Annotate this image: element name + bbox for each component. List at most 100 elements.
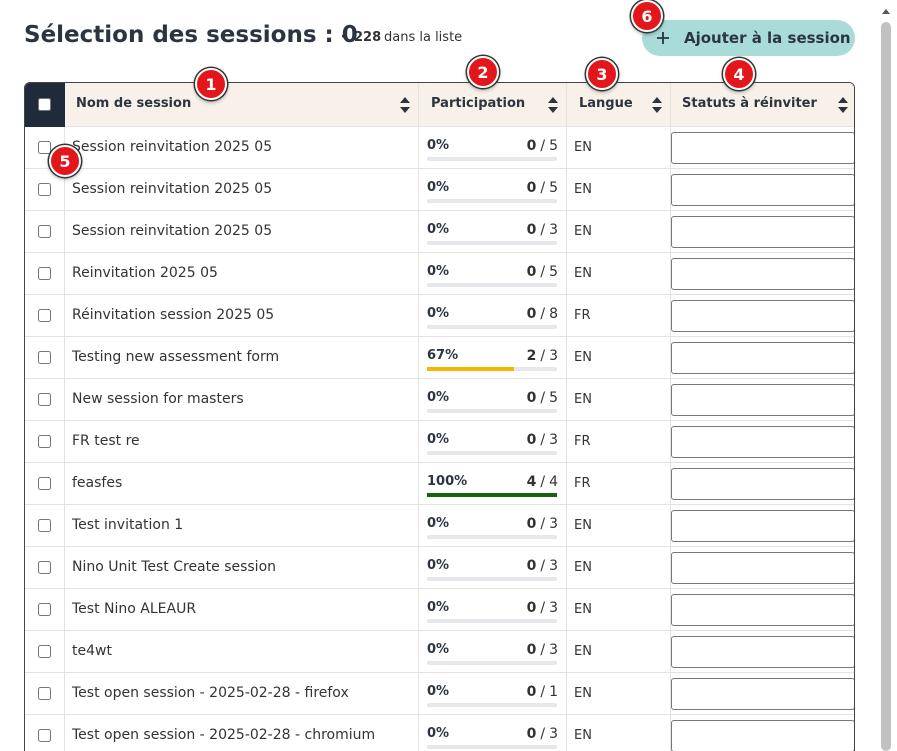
row-checkbox[interactable] bbox=[38, 519, 51, 532]
status-input[interactable] bbox=[671, 258, 854, 290]
sort-icon[interactable] bbox=[651, 95, 663, 115]
participation-cell: 0% 0/3 bbox=[419, 547, 567, 589]
row-checkbox[interactable] bbox=[38, 603, 51, 616]
column-header: Nom de session bbox=[65, 83, 419, 127]
participation-cell: 0% 0/5 bbox=[419, 169, 567, 211]
status-cell bbox=[671, 295, 854, 337]
percent: 0% bbox=[427, 726, 450, 741]
status-cell bbox=[671, 589, 854, 631]
row-checkbox[interactable] bbox=[38, 393, 51, 406]
progress-track bbox=[427, 661, 557, 665]
status-input[interactable] bbox=[671, 468, 854, 500]
name-cell: Test Nino ALEAUR bbox=[65, 589, 419, 631]
name-cell: feasfes bbox=[65, 463, 419, 505]
sort-icon[interactable] bbox=[547, 95, 559, 115]
done: 0 bbox=[526, 264, 537, 280]
language: EN bbox=[574, 350, 592, 365]
row-checkbox[interactable] bbox=[38, 141, 51, 154]
done: 0 bbox=[526, 642, 537, 658]
status-input[interactable] bbox=[671, 552, 854, 584]
name-cell: Test open session - 2025-02-28 - firefox bbox=[65, 673, 419, 715]
sort-icon[interactable] bbox=[399, 95, 411, 115]
separator: / bbox=[540, 432, 546, 448]
participation-cell: 0% 0/3 bbox=[419, 589, 567, 631]
percent: 0% bbox=[427, 180, 450, 195]
name-cell: Session reinvitation 2025 05 bbox=[65, 169, 419, 211]
percent: 0% bbox=[427, 306, 450, 321]
language-cell: EN bbox=[567, 589, 671, 631]
fraction: 0/5 bbox=[527, 390, 558, 406]
percent: 0% bbox=[427, 390, 450, 405]
status-input[interactable] bbox=[671, 174, 854, 206]
status-cell bbox=[671, 211, 854, 253]
row-select-cell bbox=[25, 169, 65, 211]
language: EN bbox=[574, 182, 592, 197]
status-input[interactable] bbox=[671, 132, 854, 164]
status-input[interactable] bbox=[671, 384, 854, 416]
sort-icon[interactable] bbox=[837, 95, 849, 115]
row-checkbox[interactable] bbox=[38, 687, 51, 700]
participation-cell: 0% 0/3 bbox=[419, 631, 567, 673]
percent: 67% bbox=[427, 348, 459, 363]
row-select-cell bbox=[25, 295, 65, 337]
row-checkbox[interactable] bbox=[38, 477, 51, 490]
status-input[interactable] bbox=[671, 300, 854, 332]
annotation-marker: 1 bbox=[195, 68, 227, 100]
session-name: FR test re bbox=[72, 433, 140, 449]
name-cell: New session for masters bbox=[65, 379, 419, 421]
participation-cell: 0% 0/5 bbox=[419, 379, 567, 421]
annotation-marker: 6 bbox=[631, 0, 663, 32]
separator: / bbox=[540, 138, 546, 154]
status-input[interactable] bbox=[671, 678, 854, 710]
status-input[interactable] bbox=[671, 720, 854, 751]
row-checkbox[interactable] bbox=[38, 267, 51, 280]
status-input[interactable] bbox=[671, 342, 854, 374]
status-input[interactable] bbox=[671, 594, 854, 626]
fraction: 0/8 bbox=[527, 306, 558, 322]
sessions-table: Nom de session Participation Langue Statuts… bbox=[24, 82, 855, 751]
count-label: dans la liste bbox=[384, 30, 463, 45]
total: 3 bbox=[549, 348, 558, 364]
status-input[interactable] bbox=[671, 216, 854, 248]
row-checkbox[interactable] bbox=[38, 435, 51, 448]
row-checkbox[interactable] bbox=[38, 309, 51, 322]
status-input[interactable] bbox=[671, 426, 854, 458]
fraction: 0/1 bbox=[527, 684, 558, 700]
fraction: 2/3 bbox=[527, 348, 558, 364]
annotation-marker: 2 bbox=[467, 56, 499, 88]
language: EN bbox=[574, 602, 592, 617]
separator: / bbox=[540, 306, 546, 322]
scroll-up[interactable] bbox=[880, 6, 892, 16]
row-checkbox[interactable] bbox=[38, 225, 51, 238]
status-cell bbox=[671, 337, 854, 379]
language-cell: FR bbox=[567, 295, 671, 337]
row-checkbox[interactable] bbox=[38, 645, 51, 658]
row-checkbox[interactable] bbox=[38, 351, 51, 364]
add-button[interactable]: Ajouter à la session bbox=[642, 20, 855, 56]
row-checkbox[interactable] bbox=[38, 183, 51, 196]
progress-track bbox=[427, 535, 557, 539]
done: 0 bbox=[526, 600, 537, 616]
fraction: 0/5 bbox=[527, 180, 558, 196]
session-name: Test Nino ALEAUR bbox=[72, 601, 197, 617]
row-checkbox[interactable] bbox=[38, 561, 51, 574]
row-checkbox[interactable] bbox=[38, 729, 51, 742]
language-cell: FR bbox=[567, 463, 671, 505]
language-cell: EN bbox=[567, 673, 671, 715]
language: EN bbox=[574, 686, 592, 701]
status-input[interactable] bbox=[671, 636, 854, 668]
name-cell: Session reinvitation 2025 05 bbox=[65, 211, 419, 253]
scrollbar[interactable] bbox=[881, 22, 891, 751]
progress-track bbox=[427, 241, 557, 245]
participation-cell: 67% 2/3 bbox=[419, 337, 567, 379]
name-cell: Nino Unit Test Create session bbox=[65, 547, 419, 589]
progress-track bbox=[427, 619, 557, 623]
row-select-cell bbox=[25, 589, 65, 631]
status-input[interactable] bbox=[671, 510, 854, 542]
fraction: 0/3 bbox=[527, 222, 558, 238]
language: EN bbox=[574, 392, 592, 407]
fraction: 0/5 bbox=[527, 264, 558, 280]
progress-track bbox=[427, 745, 557, 749]
select-all-checkbox[interactable] bbox=[38, 98, 51, 111]
progress-fill bbox=[427, 493, 557, 497]
